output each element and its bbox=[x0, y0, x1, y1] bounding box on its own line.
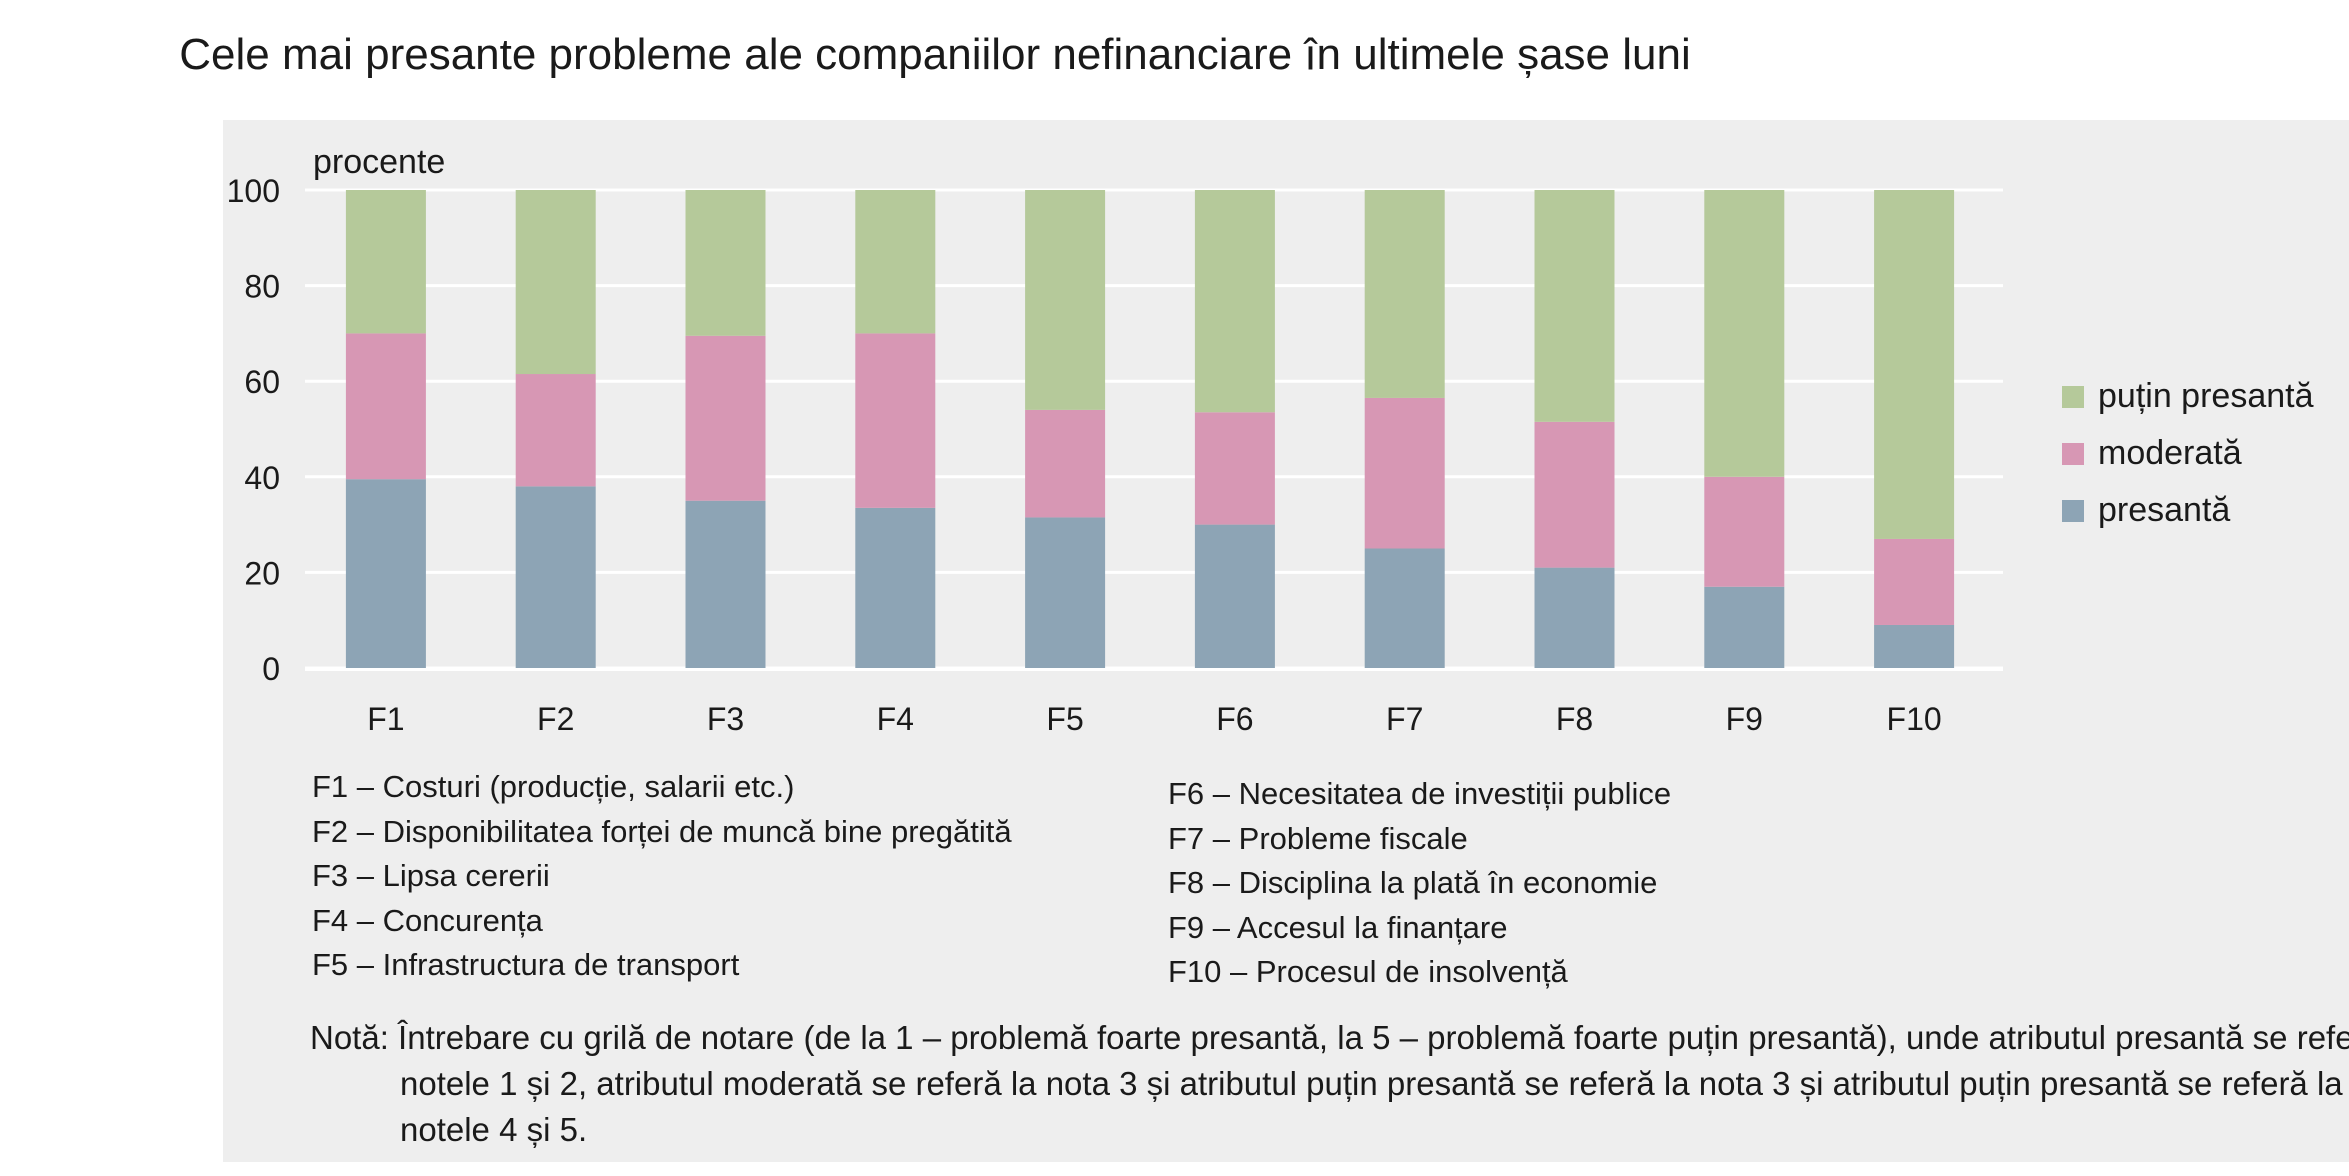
bar-f10-series-2 bbox=[1874, 190, 1955, 539]
chart-note: Notă: Întrebare cu grilă de notare (de l… bbox=[310, 1019, 2349, 1148]
bar-f5-series-2 bbox=[1025, 190, 1106, 410]
bar-f9-series-2 bbox=[1704, 190, 1785, 477]
x-tick-label-f6: F6 bbox=[1216, 701, 1253, 737]
bar-f2-series-0 bbox=[515, 486, 596, 668]
bar-f7-series-1 bbox=[1364, 397, 1445, 549]
legend-item-0: puțin presantă bbox=[2062, 368, 2314, 425]
bar-f9-series-1 bbox=[1704, 476, 1785, 587]
bar-f4-series-1 bbox=[855, 333, 936, 508]
y-tick-label-40: 40 bbox=[244, 460, 280, 496]
x-tick-label-f3: F3 bbox=[707, 701, 744, 737]
bar-f8-series-2 bbox=[1534, 190, 1615, 422]
bar-f8-series-0 bbox=[1534, 567, 1615, 668]
legend-label-2: presantă bbox=[2098, 491, 2231, 529]
legend: puțin presantă moderată presantă bbox=[2062, 368, 2314, 539]
bar-f1-series-0 bbox=[345, 479, 426, 668]
x-tick-label-f4: F4 bbox=[877, 701, 914, 737]
x-tick-label-f9: F9 bbox=[1726, 701, 1763, 737]
legend-item-1: moderată bbox=[2062, 425, 2314, 482]
definition-f1: F1 – Costuri (producție, salarii etc.) bbox=[312, 769, 795, 804]
definition-f10: F10 – Procesul de insolvență bbox=[1168, 954, 1568, 989]
legend-item-2: presantă bbox=[2062, 482, 2314, 539]
bar-f1-series-1 bbox=[345, 333, 426, 480]
y-tick-label-100: 100 bbox=[227, 173, 280, 209]
definition-f7: F7 – Probleme fiscale bbox=[1168, 820, 1468, 856]
definition-f5: F5 – Infrastructura de transport bbox=[312, 947, 740, 982]
definition-f9: F9 – Accesul la finanțare bbox=[1168, 909, 1508, 945]
bar-f10-series-0 bbox=[1874, 624, 1955, 668]
y-tick-label-0: 0 bbox=[262, 651, 280, 687]
definition-f4: F4 – Concurența bbox=[312, 902, 543, 938]
x-tick-label-f1: F1 bbox=[367, 701, 404, 737]
definition-f2: F2 – Disponibilitatea forței de muncă bi… bbox=[312, 813, 1012, 849]
y-tick-label-80: 80 bbox=[244, 269, 280, 305]
factor-definitions-left: F1 – Costuri (producție, salarii etc.) F… bbox=[312, 765, 1012, 988]
chart-title: Cele mai presante probleme ale companiil… bbox=[179, 30, 1691, 79]
factor-definitions-right: F6 – Necesitatea de investiții publice F… bbox=[1168, 772, 1671, 995]
bar-f6-series-1 bbox=[1194, 412, 1275, 525]
bar-f7-series-0 bbox=[1364, 548, 1445, 668]
y-axis-label: procente bbox=[313, 143, 445, 181]
definition-f6: F6 – Necesitatea de investiții publice bbox=[1168, 776, 1672, 811]
x-tick-label-f10: F10 bbox=[1887, 701, 1942, 737]
bar-f8-series-1 bbox=[1534, 421, 1615, 568]
legend-label-0: puțin presantă bbox=[2098, 377, 2314, 415]
bar-f5-series-1 bbox=[1025, 409, 1106, 518]
x-tick-label-f8: F8 bbox=[1556, 701, 1593, 737]
y-tick-label-60: 60 bbox=[244, 364, 280, 400]
legend-label-1: moderată bbox=[2098, 434, 2242, 472]
legend-swatch-0 bbox=[2062, 385, 2084, 408]
legend-swatch-2 bbox=[2062, 499, 2084, 522]
definition-f8: F8 – Disciplina la plată în economie bbox=[1168, 865, 1658, 900]
bar-f7-series-2 bbox=[1364, 190, 1445, 398]
x-tick-label-f5: F5 bbox=[1046, 701, 1083, 737]
bar-f9-series-0 bbox=[1704, 586, 1785, 668]
bar-f1-series-2 bbox=[345, 190, 426, 334]
bar-f6-series-0 bbox=[1194, 524, 1275, 668]
bar-f6-series-2 bbox=[1194, 190, 1275, 413]
bar-f3-series-2 bbox=[685, 190, 766, 336]
bar-f4-series-2 bbox=[855, 190, 936, 334]
x-tick-label-f2: F2 bbox=[537, 701, 574, 737]
legend-swatch-1 bbox=[2062, 442, 2084, 465]
bar-f4-series-0 bbox=[855, 507, 936, 668]
bar-f3-series-1 bbox=[685, 335, 766, 501]
bar-f5-series-0 bbox=[1025, 517, 1106, 668]
definition-f3: F3 – Lipsa cererii bbox=[312, 858, 550, 893]
bar-f10-series-1 bbox=[1874, 538, 1955, 625]
y-tick-label-20: 20 bbox=[244, 555, 280, 591]
bar-f2-series-2 bbox=[515, 190, 596, 375]
bar-f2-series-1 bbox=[515, 374, 596, 487]
x-tick-label-f7: F7 bbox=[1386, 701, 1423, 737]
bar-f3-series-0 bbox=[685, 500, 766, 668]
